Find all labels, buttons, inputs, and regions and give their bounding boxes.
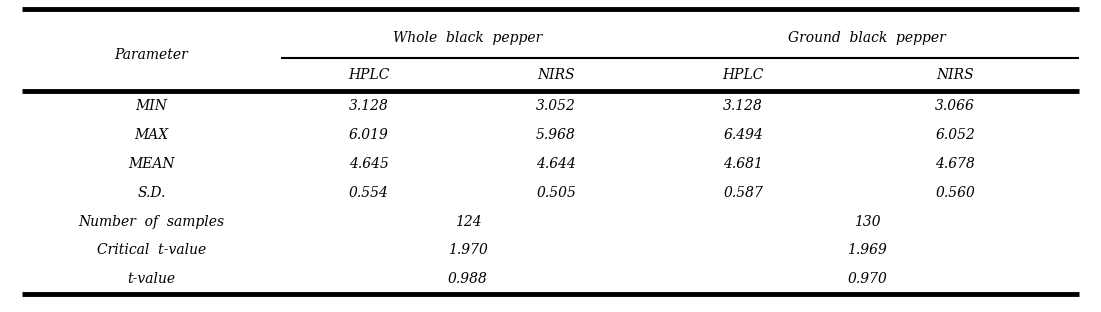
Text: 124: 124 bbox=[455, 215, 481, 229]
Text: S.D.: S.D. bbox=[138, 186, 165, 200]
Text: 130: 130 bbox=[853, 215, 881, 229]
Text: 3.052: 3.052 bbox=[536, 99, 576, 113]
Text: 6.494: 6.494 bbox=[723, 128, 763, 142]
Text: 6.052: 6.052 bbox=[935, 128, 975, 142]
Text: 4.678: 4.678 bbox=[935, 157, 975, 171]
Text: 0.560: 0.560 bbox=[935, 186, 975, 200]
Text: NIRS: NIRS bbox=[936, 68, 974, 82]
Text: 6.019: 6.019 bbox=[349, 128, 389, 142]
Text: 1.970: 1.970 bbox=[448, 243, 488, 257]
Text: MAX: MAX bbox=[134, 128, 168, 142]
Text: 4.645: 4.645 bbox=[349, 157, 389, 171]
Text: 0.988: 0.988 bbox=[448, 272, 488, 286]
Text: NIRS: NIRS bbox=[537, 68, 575, 82]
Text: 0.587: 0.587 bbox=[723, 186, 763, 200]
Text: 3.066: 3.066 bbox=[935, 99, 975, 113]
Text: 4.681: 4.681 bbox=[723, 157, 763, 171]
Text: t-value: t-value bbox=[128, 272, 175, 286]
Text: 0.554: 0.554 bbox=[349, 186, 389, 200]
Text: MIN: MIN bbox=[135, 99, 167, 113]
Text: HPLC: HPLC bbox=[348, 68, 390, 82]
Text: MEAN: MEAN bbox=[128, 157, 175, 171]
Text: 4.644: 4.644 bbox=[536, 157, 576, 171]
Text: Critical  t-value: Critical t-value bbox=[97, 243, 206, 257]
Text: Parameter: Parameter bbox=[115, 48, 188, 62]
Text: 1.969: 1.969 bbox=[847, 243, 887, 257]
Text: 3.128: 3.128 bbox=[349, 99, 389, 113]
Text: 5.968: 5.968 bbox=[536, 128, 576, 142]
Text: Whole  black  pepper: Whole black pepper bbox=[393, 31, 543, 45]
Text: HPLC: HPLC bbox=[722, 68, 764, 82]
Text: 3.128: 3.128 bbox=[723, 99, 763, 113]
Text: 0.505: 0.505 bbox=[536, 186, 576, 200]
Text: Number  of  samples: Number of samples bbox=[78, 215, 225, 229]
Text: 0.970: 0.970 bbox=[847, 272, 887, 286]
Text: Ground  black  pepper: Ground black pepper bbox=[788, 31, 946, 45]
